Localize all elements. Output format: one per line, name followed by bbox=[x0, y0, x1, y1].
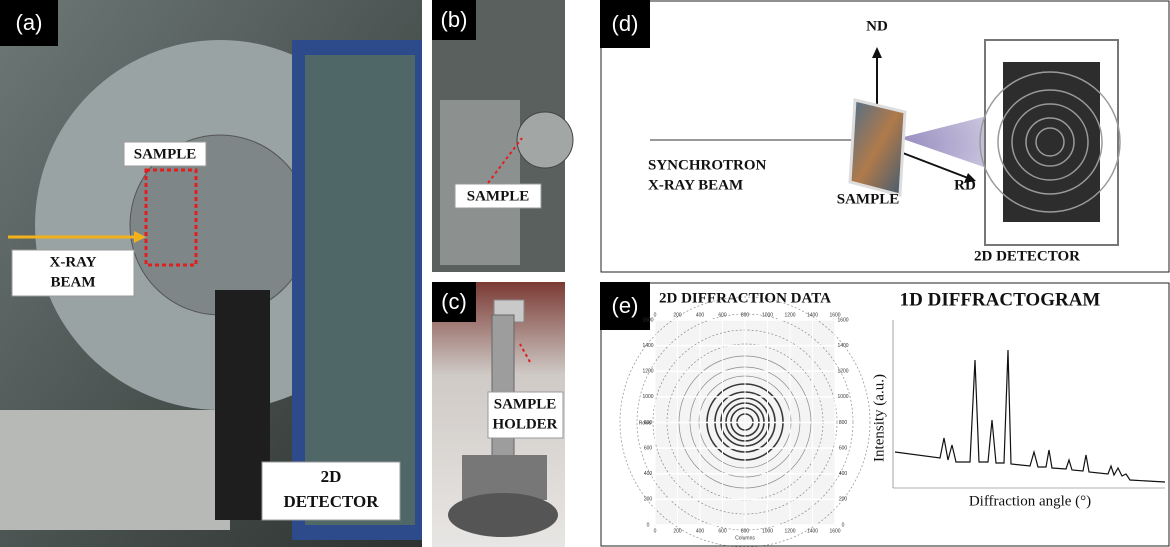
sample-plate bbox=[848, 98, 907, 197]
x-tick-label: 1600 bbox=[829, 528, 840, 534]
y-tick-label: 0 bbox=[647, 522, 650, 528]
label-box bbox=[0, 0, 58, 46]
x-tick-label: 600 bbox=[718, 528, 727, 534]
left-title: 2D DIFFRACTION DATA bbox=[659, 290, 831, 306]
panel-b: (b) SAMPLE bbox=[432, 0, 574, 272]
x-tick-label: 0 bbox=[654, 528, 657, 534]
label-box bbox=[600, 0, 650, 48]
y-tick-label: 600 bbox=[644, 445, 653, 451]
y-tick-label: 800 bbox=[839, 420, 848, 426]
x-tick-label: 200 bbox=[673, 312, 682, 318]
x-axis-label: Diffraction angle (°) bbox=[969, 493, 1091, 509]
y-tick-label: 1600 bbox=[642, 317, 653, 323]
ring bbox=[619, 296, 871, 547]
arrowhead bbox=[964, 173, 976, 183]
panel-e: (e) 2D DIFFRACTION DATA 1D DIFFRACTOGRAM… bbox=[600, 282, 1170, 547]
y-tick-label: 1400 bbox=[642, 343, 653, 349]
callout: SAMPLE bbox=[467, 188, 530, 204]
panel-a: (a) SAMPLE X-RAY BEAM 2D DETECTOR bbox=[0, 0, 422, 547]
callout: X-RAY bbox=[50, 254, 97, 270]
panel-label: (d) bbox=[612, 11, 639, 36]
diffraction-trace bbox=[894, 349, 1166, 483]
frame-window bbox=[305, 55, 415, 525]
callout: SAMPLE bbox=[134, 146, 197, 162]
panel-label: (e) bbox=[612, 293, 639, 318]
callout: HOLDER bbox=[492, 416, 557, 432]
y-tick-label: 1200 bbox=[837, 369, 848, 375]
y-tick-label: 200 bbox=[644, 497, 653, 503]
callout: 2D bbox=[321, 467, 342, 486]
rings bbox=[979, 71, 1121, 213]
panel-d: (d) ND RD SYNCHROTRON X-RAY BEAM SAMPLE … bbox=[600, 0, 1170, 273]
callout-box bbox=[123, 141, 207, 167]
panel-label: (c) bbox=[441, 289, 467, 314]
callout-box bbox=[487, 391, 564, 439]
y-tick-label: 1600 bbox=[837, 317, 848, 323]
detector-label: 2D DETECTOR bbox=[974, 248, 1080, 264]
right-title: 1D DIFFRACTOGRAM bbox=[900, 289, 1101, 310]
x-tick-label: 1200 bbox=[784, 528, 795, 534]
beam-label: X-RAY BEAM bbox=[648, 177, 743, 193]
y-tick-label: 600 bbox=[839, 445, 848, 451]
callout-box bbox=[261, 461, 401, 521]
x-tick-label: 400 bbox=[696, 312, 705, 318]
detector-screen bbox=[1003, 62, 1100, 222]
y-tick-label: 1000 bbox=[837, 394, 848, 400]
rd-axis bbox=[894, 149, 969, 179]
x-tick-label: 800 bbox=[741, 312, 750, 318]
axis-name: Columns bbox=[735, 535, 755, 541]
holder-rod bbox=[491, 314, 515, 466]
label-box bbox=[432, 0, 476, 40]
x-tick-label: 1000 bbox=[762, 528, 773, 534]
y-tick-label: 0 bbox=[842, 522, 845, 528]
holder-stage bbox=[462, 455, 547, 500]
x-tick-label: 1200 bbox=[784, 312, 795, 318]
axis-name: Rows bbox=[639, 420, 652, 426]
x-tick-label: 400 bbox=[696, 528, 705, 534]
axis-name: RD bbox=[954, 177, 976, 193]
diffractogram bbox=[892, 320, 1166, 489]
x-tick-label: 1600 bbox=[829, 312, 840, 318]
beam-arrowhead bbox=[134, 231, 146, 243]
beam-label: SYNCHROTRON bbox=[648, 157, 767, 173]
y-tick-label: 1200 bbox=[642, 369, 653, 375]
callout-box bbox=[11, 249, 135, 297]
x-tick-label: 1400 bbox=[807, 312, 818, 318]
panel-label: (a) bbox=[16, 10, 43, 35]
stage bbox=[516, 111, 574, 169]
x-tick-label: 1400 bbox=[807, 528, 818, 534]
y-tick-label: 400 bbox=[644, 471, 653, 477]
sample-label: SAMPLE bbox=[837, 191, 900, 207]
x-tick-label: 1000 bbox=[762, 312, 773, 318]
label-box bbox=[600, 282, 650, 330]
x-tick-label: 600 bbox=[718, 312, 727, 318]
panel-c: (c) SAMPLE HOLDER bbox=[432, 282, 565, 547]
y-tick-label: 400 bbox=[839, 471, 848, 477]
sample-marker bbox=[144, 168, 198, 267]
ring bbox=[636, 313, 854, 531]
label-box bbox=[432, 282, 476, 322]
panel-label: (b) bbox=[441, 7, 468, 32]
axis-name: ND bbox=[866, 18, 888, 34]
y-tick-label: 1400 bbox=[837, 343, 848, 349]
plate bbox=[440, 100, 520, 265]
y-axis-label: Intensity (a.u.) bbox=[871, 374, 887, 462]
x-tick-label: 200 bbox=[673, 528, 682, 534]
callout: SAMPLE bbox=[494, 396, 557, 412]
detector-body bbox=[215, 290, 270, 520]
y-tick-label: 200 bbox=[839, 497, 848, 503]
callout: DETECTOR bbox=[283, 492, 379, 511]
callout-box bbox=[454, 183, 542, 209]
arrowhead bbox=[872, 47, 882, 58]
callout: BEAM bbox=[51, 274, 96, 290]
y-tick-label: 800 bbox=[644, 420, 653, 426]
rail bbox=[0, 410, 230, 530]
x-tick-label: 0 bbox=[654, 312, 657, 318]
x-tick-label: 800 bbox=[741, 528, 750, 534]
y-tick-label: 1000 bbox=[642, 394, 653, 400]
holder-base bbox=[448, 493, 558, 537]
